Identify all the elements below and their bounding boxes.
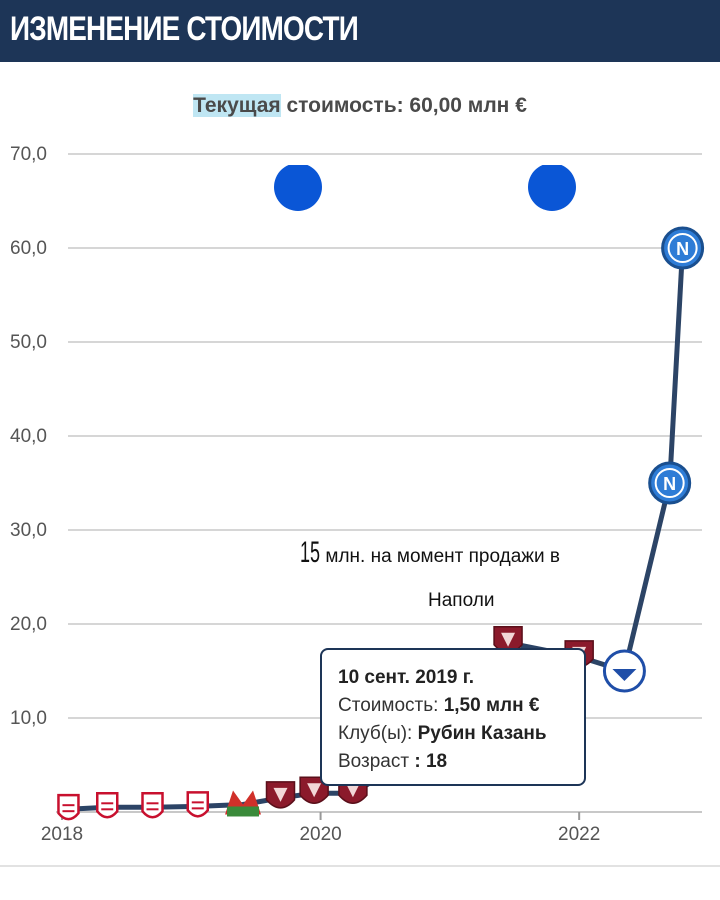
data-point-crest-icon <box>57 793 80 821</box>
data-point-crest-icon <box>96 792 119 819</box>
tooltip-club-row: Клуб(ы): Рубин Казань <box>338 723 547 744</box>
section-header: ИЗМЕНЕНИЕ СТОИМОСТИ <box>0 0 720 62</box>
dynamo-moscow-crest-mark <box>612 669 637 681</box>
data-point-crest-icon <box>299 776 329 804</box>
rubin-crest-mark <box>273 787 288 802</box>
handwritten-annotation-line1: 15 млн. на момент продажи в <box>300 536 560 570</box>
data-point-crest-icon <box>602 649 646 693</box>
data-point-crest-icon <box>186 791 210 818</box>
top-marker-icon <box>526 160 578 211</box>
data-point-tooltip: 10 сент. 2019 г. Стоимость: 1,50 млн € К… <box>320 648 586 786</box>
club-crest-shield <box>186 791 210 818</box>
data-point-crest-icon: N <box>661 226 705 270</box>
annotation-number: 15 <box>300 536 321 569</box>
y-tick-label: 10,0 <box>10 708 47 729</box>
y-tick-label: 70,0 <box>10 144 47 165</box>
rubin-crest-mark <box>501 632 516 647</box>
rubin-crest-mark <box>345 783 360 798</box>
napoli-crest-ring <box>654 468 685 498</box>
top-marker-circle <box>274 163 322 211</box>
x-tick-label: 2018 <box>41 824 83 845</box>
annotation-text-2: Наполи <box>428 590 495 611</box>
current-value-text: Текущая стоимость: 60,00 млн € <box>0 94 720 118</box>
top-marker-icon <box>272 160 324 211</box>
current-value-rest: стоимость: 60,00 млн € <box>280 94 527 117</box>
napoli-crest-letter: N <box>676 239 689 259</box>
y-tick-label: 30,0 <box>10 520 47 541</box>
x-tick-label: 2022 <box>558 824 600 845</box>
handwritten-annotation-line2: Наполи <box>428 590 494 612</box>
club-crest-shield <box>57 793 80 821</box>
current-value-highlight: Текущая <box>193 94 281 117</box>
lokomotiv-crest-base <box>227 806 260 817</box>
club-crest-shield <box>141 792 164 819</box>
tooltip-age-row: Возраст : 18 <box>338 751 448 772</box>
annotation-text-1: млн. на момент продажи в <box>325 546 560 567</box>
data-point-crest-icon: N <box>648 461 692 505</box>
y-tick-label: 50,0 <box>10 332 47 353</box>
y-tick-label: 60,0 <box>10 238 47 259</box>
napoli-crest-letter: N <box>663 474 676 494</box>
top-marker-cut <box>526 160 578 165</box>
y-tick-label: 20,0 <box>10 614 47 635</box>
section-title: ИЗМЕНЕНИЕ СТОИМОСТИ <box>10 10 359 48</box>
x-tick-label: 2020 <box>299 824 341 845</box>
tooltip-date: 10 сент. 2019 г. <box>338 667 475 688</box>
data-point-crest-icon <box>141 792 164 819</box>
y-tick-label: 40,0 <box>10 426 47 447</box>
data-point-crest-icon <box>493 626 523 654</box>
rubin-crest-mark <box>307 783 322 798</box>
napoli-crest-ring <box>667 233 698 263</box>
data-point-crest-icon <box>225 790 262 817</box>
club-crest-shield <box>96 792 119 819</box>
top-marker-circle <box>528 163 576 211</box>
data-point-crest-icon <box>265 781 296 809</box>
top-marker-cut <box>272 160 324 165</box>
tooltip-value-row: Стоимость: 1,50 млн € <box>338 695 540 716</box>
